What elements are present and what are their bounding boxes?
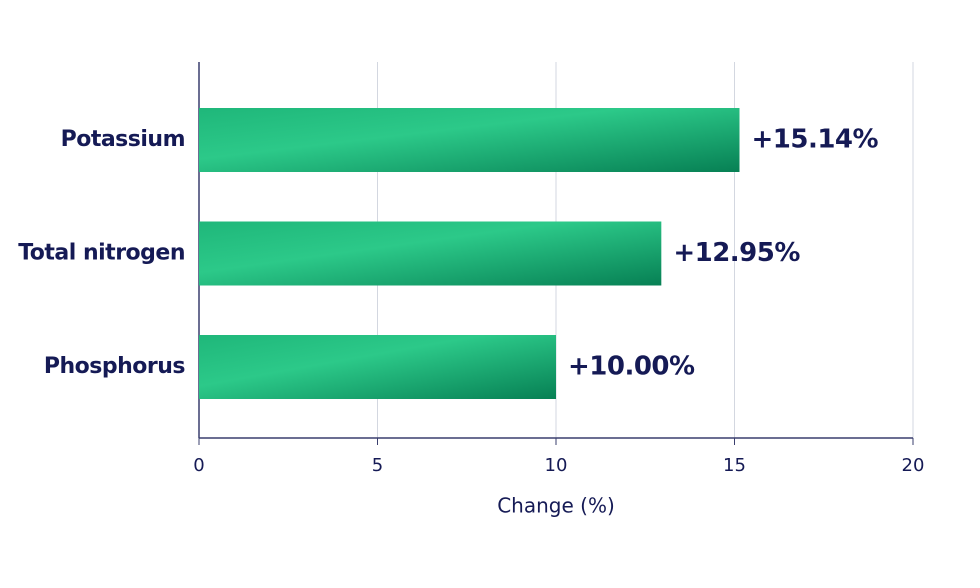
x-tick-label: 20 [902, 455, 925, 476]
y-tick-label: Total nitrogen [18, 241, 185, 266]
bar [199, 335, 556, 399]
x-tick-label: 15 [723, 455, 746, 476]
bar [199, 108, 740, 172]
y-tick-label: Potassium [61, 127, 185, 152]
bar [199, 221, 662, 286]
value-label: +12.95% [673, 238, 800, 268]
value-label: +10.00% [568, 352, 695, 382]
y-tick-label: Phosphorus [44, 354, 186, 379]
x-tick-label: 10 [545, 455, 568, 476]
x-tick-label: 5 [372, 455, 383, 476]
value-label: +15.14% [751, 125, 878, 155]
x-tick-label: 0 [193, 455, 204, 476]
x-axis-label: Change (%) [497, 494, 615, 518]
